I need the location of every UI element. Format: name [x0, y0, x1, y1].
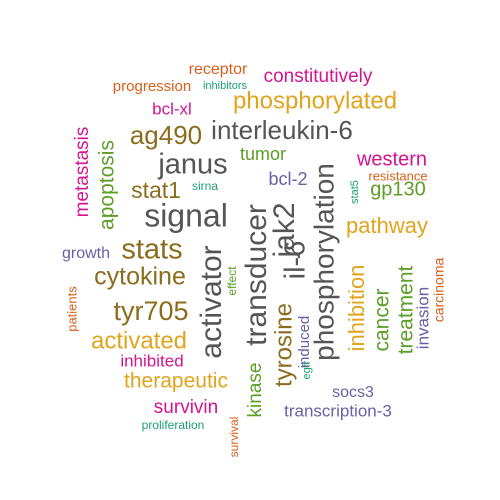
word-phosphorylated: phosphorylated [233, 87, 397, 114]
word-tumor: tumor [240, 144, 286, 164]
word-carcinoma: carcinoma [431, 258, 447, 323]
word-stat1: stat1 [131, 177, 181, 203]
word-stats: stats [121, 234, 182, 266]
word-egfr: egfr [301, 360, 313, 379]
word-therapeutic: therapeutic [124, 370, 228, 393]
word-cytokine: cytokine [94, 263, 186, 291]
word-phosphorylation: phosphorylation [308, 163, 339, 361]
word-stat5: stat5 [349, 180, 361, 204]
word-interleukin-6: interleukin-6 [211, 115, 353, 145]
word-janus: janus [157, 149, 227, 181]
word-transcription-3: transcription-3 [284, 401, 392, 420]
word-receptor: receptor [189, 61, 248, 78]
word-inhibitors: inhibitors [203, 80, 248, 92]
word-growth: growth [62, 245, 110, 262]
word-tyr705: tyr705 [113, 296, 188, 326]
word-proliferation: proliferation [142, 418, 205, 432]
word-western: western [356, 148, 427, 170]
word-constitutively: constitutively [264, 66, 373, 87]
word-effect: effect [225, 266, 239, 296]
word-treatment: treatment [395, 265, 418, 354]
word-il-6: il-6 [280, 241, 312, 280]
word-kinase: kinase [245, 363, 266, 418]
word-resistance: resistance [368, 168, 427, 183]
word-signal: signal [144, 197, 228, 233]
word-inhibited: inhibited [120, 351, 183, 370]
word-bcl-xl: bcl-xl [152, 99, 192, 118]
word-survival: survival [227, 417, 241, 458]
word-sirna: sirna [192, 179, 218, 193]
word-cancer: cancer [371, 288, 394, 351]
word-jak2: jak2 [268, 202, 301, 258]
word-activated: activated [91, 327, 187, 354]
word-ag490: ag490 [130, 120, 202, 150]
word-tyrosine: tyrosine [270, 303, 297, 387]
word-patients: patients [64, 286, 79, 332]
word-pathway: pathway [346, 213, 428, 238]
word-transducer: transducer [240, 204, 273, 346]
word-gp130: gp130 [370, 178, 426, 200]
word-invasion: invasion [413, 287, 432, 349]
word-progression: progression [113, 78, 191, 95]
word-survivin: survivin [154, 397, 218, 418]
word-inhibition: inhibition [344, 265, 369, 352]
word-bcl-2: bcl-2 [268, 169, 307, 189]
word-apoptosis: apoptosis [96, 140, 119, 230]
word-socs3: socs3 [332, 384, 374, 401]
word-induced: induced [296, 316, 313, 369]
word-activator: activator [195, 245, 228, 358]
word-metastasis: metastasis [72, 127, 93, 218]
